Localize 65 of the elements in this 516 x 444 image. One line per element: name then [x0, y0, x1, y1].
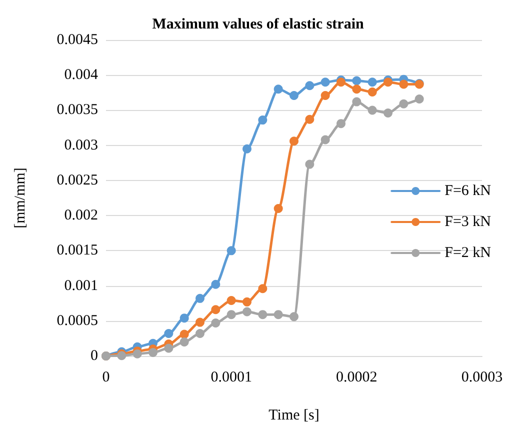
y-tick-label: 0.0005 [56, 312, 98, 329]
point [384, 108, 392, 118]
point [368, 87, 377, 96]
point [290, 312, 298, 322]
y-tick-label: 0.0045 [56, 32, 98, 48]
x-tick-label: 0.0002 [336, 370, 378, 386]
x-tick-label: 0.0003 [461, 370, 503, 386]
point [399, 80, 408, 89]
point [305, 160, 314, 169]
point [180, 330, 189, 339]
point [196, 329, 204, 338]
point [242, 307, 252, 316]
point [414, 94, 424, 104]
y-tick-label: 0.0025 [56, 172, 98, 188]
point [258, 116, 268, 125]
point [274, 310, 283, 320]
point [320, 90, 330, 100]
point [132, 349, 142, 358]
point [242, 297, 252, 306]
point [290, 136, 298, 146]
point [274, 84, 283, 94]
point [305, 114, 314, 124]
y-axis-title: [mm/mm] [12, 168, 28, 228]
point [258, 310, 268, 320]
point [258, 284, 268, 294]
point [180, 314, 189, 323]
point [352, 97, 362, 106]
point [211, 280, 220, 289]
x-axis-title: Time [s] [268, 408, 320, 424]
point [274, 204, 283, 214]
point [305, 81, 314, 90]
point [320, 78, 330, 87]
legend-label: F=3 kN [444, 214, 492, 230]
point [242, 144, 252, 154]
point [352, 76, 362, 86]
y-tick-label: 0.004 [64, 67, 98, 84]
x-tick-label: 0 [102, 370, 110, 386]
point [226, 246, 236, 256]
y-tick-label: 0.002 [64, 208, 98, 224]
x-tick-label: 0.0001 [210, 370, 252, 386]
point [180, 337, 189, 346]
point [196, 294, 204, 303]
point [196, 318, 204, 327]
point [399, 99, 408, 108]
point [336, 119, 346, 128]
y-tick-label: 0.0015 [56, 242, 98, 259]
y-tick-label: 0 [90, 348, 98, 364]
point [368, 106, 377, 115]
chart-title: Maximum values of elastic strain [152, 16, 364, 32]
point [226, 296, 236, 306]
point [211, 305, 220, 314]
point [164, 329, 174, 338]
point [148, 348, 158, 357]
y-tick-label: 0.0035 [56, 102, 98, 118]
point [320, 135, 330, 144]
point [226, 310, 236, 320]
point [164, 344, 174, 353]
y-tick-label: 0.001 [64, 278, 98, 294]
y-tick-label: 0.003 [64, 137, 98, 154]
point [290, 90, 298, 100]
point [352, 84, 362, 94]
point [211, 318, 220, 328]
point [368, 78, 377, 87]
legend-label: F=6 kN [444, 183, 492, 199]
legend-label: F=2 kN [444, 245, 492, 261]
